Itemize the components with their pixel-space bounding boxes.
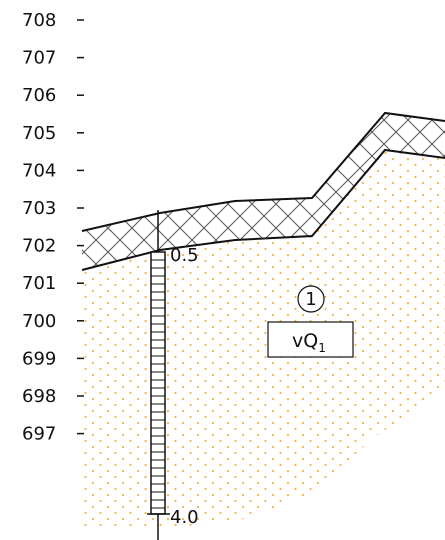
layer-number-marker: 1 [297, 285, 325, 313]
elevation-tick-label: 698 [22, 386, 56, 407]
elevation-tick-label: 702 [22, 236, 56, 257]
depth-label-bottom: 4.0 [170, 507, 199, 528]
ground-surface-line [81, 111, 445, 232]
elevation-axis: 708 707 706 705 704 703 702 701 700 699 698 697 [22, 10, 84, 445]
sand-layer-area [82, 150, 445, 528]
layer-number: 1 [305, 289, 316, 310]
topsoil-base-line [81, 148, 445, 271]
elevation-tick-label: 699 [22, 348, 56, 369]
elevation-tick-label: 701 [22, 273, 56, 294]
layer-code-label: vQ1 [267, 321, 354, 358]
elevation-tick-label: 700 [22, 311, 56, 332]
layer-code-main: vQ [292, 330, 318, 352]
elevation-tick-label: 707 [22, 48, 56, 69]
elevation-tick-label: 706 [22, 85, 56, 106]
layer-number-circle [297, 285, 325, 313]
layer-code-box [267, 321, 354, 358]
borehole-column [150, 251, 166, 515]
elevation-tick-label: 703 [22, 198, 56, 219]
elevation-tick-label: 697 [22, 424, 56, 445]
topsoil-layer [82, 113, 445, 270]
layer-code-text: vQ1 [292, 330, 326, 355]
elevation-tick-label: 704 [22, 160, 56, 181]
elevation-tick-label: 708 [22, 10, 56, 31]
layer-code-subscript: 1 [318, 341, 326, 355]
borehole-log: 0.5 4.0 [147, 210, 199, 540]
borehole-column-ticks [151, 259, 165, 509]
depth-label-top: 0.5 [170, 245, 199, 266]
elevation-tick-label: 705 [22, 123, 56, 144]
